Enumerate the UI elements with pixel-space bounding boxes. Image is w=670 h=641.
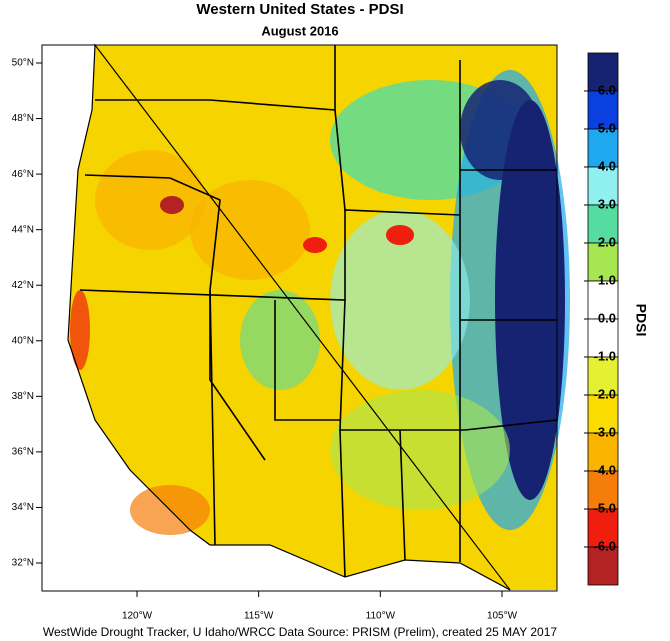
- colorbar-label: 6.0: [598, 82, 616, 97]
- map: [41, 43, 570, 592]
- colorbar-box: [587, 508, 619, 548]
- colorbar-box: [587, 280, 619, 320]
- colorbar-label: -1.0: [594, 348, 616, 363]
- colorbar-label: 5.0: [598, 120, 616, 135]
- colorbar-box: [587, 394, 619, 434]
- colorbar-label: -6.0: [594, 538, 616, 553]
- colorbar-label: 0.0: [598, 310, 616, 325]
- lat-label: 40°N: [12, 335, 34, 346]
- colorbar-box: [587, 242, 619, 282]
- colorbar-box: [587, 128, 619, 168]
- lat-label: 50°N: [12, 58, 34, 69]
- lat-label: 34°N: [12, 502, 34, 513]
- colorbar-label: -3.0: [594, 424, 616, 439]
- lat-label: 38°N: [12, 391, 34, 402]
- footer: WestWide Drought Tracker, U Idaho/WRCC D…: [43, 625, 558, 639]
- colorbar-box: [587, 356, 619, 396]
- lon-label: 110°W: [366, 611, 396, 622]
- lat-label: 44°N: [12, 224, 34, 235]
- lon-label: 105°W: [487, 611, 518, 622]
- colorbar-box: [587, 546, 619, 586]
- colorbar-label: -2.0: [594, 386, 616, 401]
- colorbar-title: PDSI: [633, 304, 649, 337]
- lat-label: 36°N: [12, 447, 34, 458]
- colorbar-box: [587, 52, 619, 92]
- colorbar-box: [587, 90, 619, 130]
- colorbar-box: [587, 318, 619, 358]
- colorbar-label: 2.0: [598, 234, 616, 249]
- colorbar-label: -5.0: [594, 500, 616, 515]
- lon-label: 120°W: [122, 611, 153, 622]
- colorbar-label: 3.0: [598, 196, 616, 211]
- title: Western United States - PDSI: [196, 1, 403, 18]
- lat-label: 46°N: [12, 169, 34, 180]
- lat-label: 42°N: [12, 280, 34, 291]
- colorbar-box: [587, 470, 619, 510]
- colorbar-box: [587, 166, 619, 206]
- colorbar-label: 4.0: [598, 158, 616, 173]
- lon-label: 115°W: [244, 611, 274, 622]
- colorbar-label: 1.0: [598, 272, 616, 287]
- colorbar-label: -4.0: [594, 462, 616, 477]
- colorbar-box: [587, 432, 619, 472]
- colorbar-box: [587, 204, 619, 244]
- lat-label: 48°N: [12, 113, 34, 124]
- lat-label: 32°N: [12, 558, 34, 569]
- subtitle: August 2016: [261, 23, 338, 38]
